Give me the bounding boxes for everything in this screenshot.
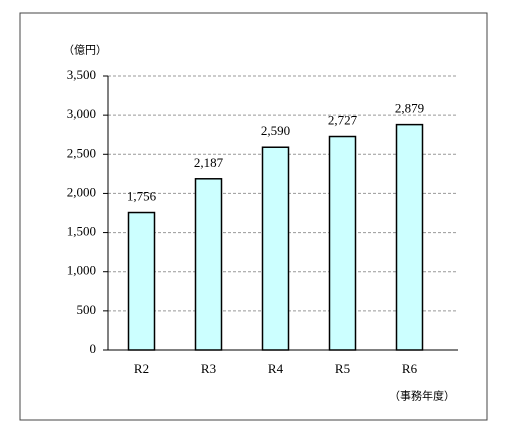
y-tick-label: 1,500 xyxy=(67,224,96,239)
value-label: 2,879 xyxy=(395,101,424,116)
unit-label: （億円） xyxy=(63,44,107,57)
bar xyxy=(194,178,223,351)
x-tick-label: R3 xyxy=(201,361,216,376)
x-tick-label: R2 xyxy=(134,361,149,376)
bar xyxy=(328,135,357,351)
y-tick-label: 0 xyxy=(90,341,97,356)
bar xyxy=(395,123,424,351)
value-label: 2,727 xyxy=(328,112,358,127)
x-tick-label: R5 xyxy=(335,361,350,376)
bar xyxy=(261,146,290,351)
chart-frame xyxy=(19,12,488,421)
bar xyxy=(127,211,156,351)
y-tick-label: 1,000 xyxy=(67,263,96,278)
y-tick-label: 2,500 xyxy=(67,145,96,160)
x-tick-label: R6 xyxy=(402,361,418,376)
y-tick-label: 2,000 xyxy=(67,184,96,199)
y-tick-label: 3,500 xyxy=(67,67,96,82)
value-label: 2,590 xyxy=(261,123,290,138)
y-tick-label: 500 xyxy=(77,302,97,317)
value-label: 1,756 xyxy=(127,189,157,204)
y-tick-label: 3,000 xyxy=(67,106,96,121)
value-label: 2,187 xyxy=(194,155,224,170)
x-axis-label: （事務年度） xyxy=(389,389,455,403)
x-tick-label: R4 xyxy=(268,361,284,376)
